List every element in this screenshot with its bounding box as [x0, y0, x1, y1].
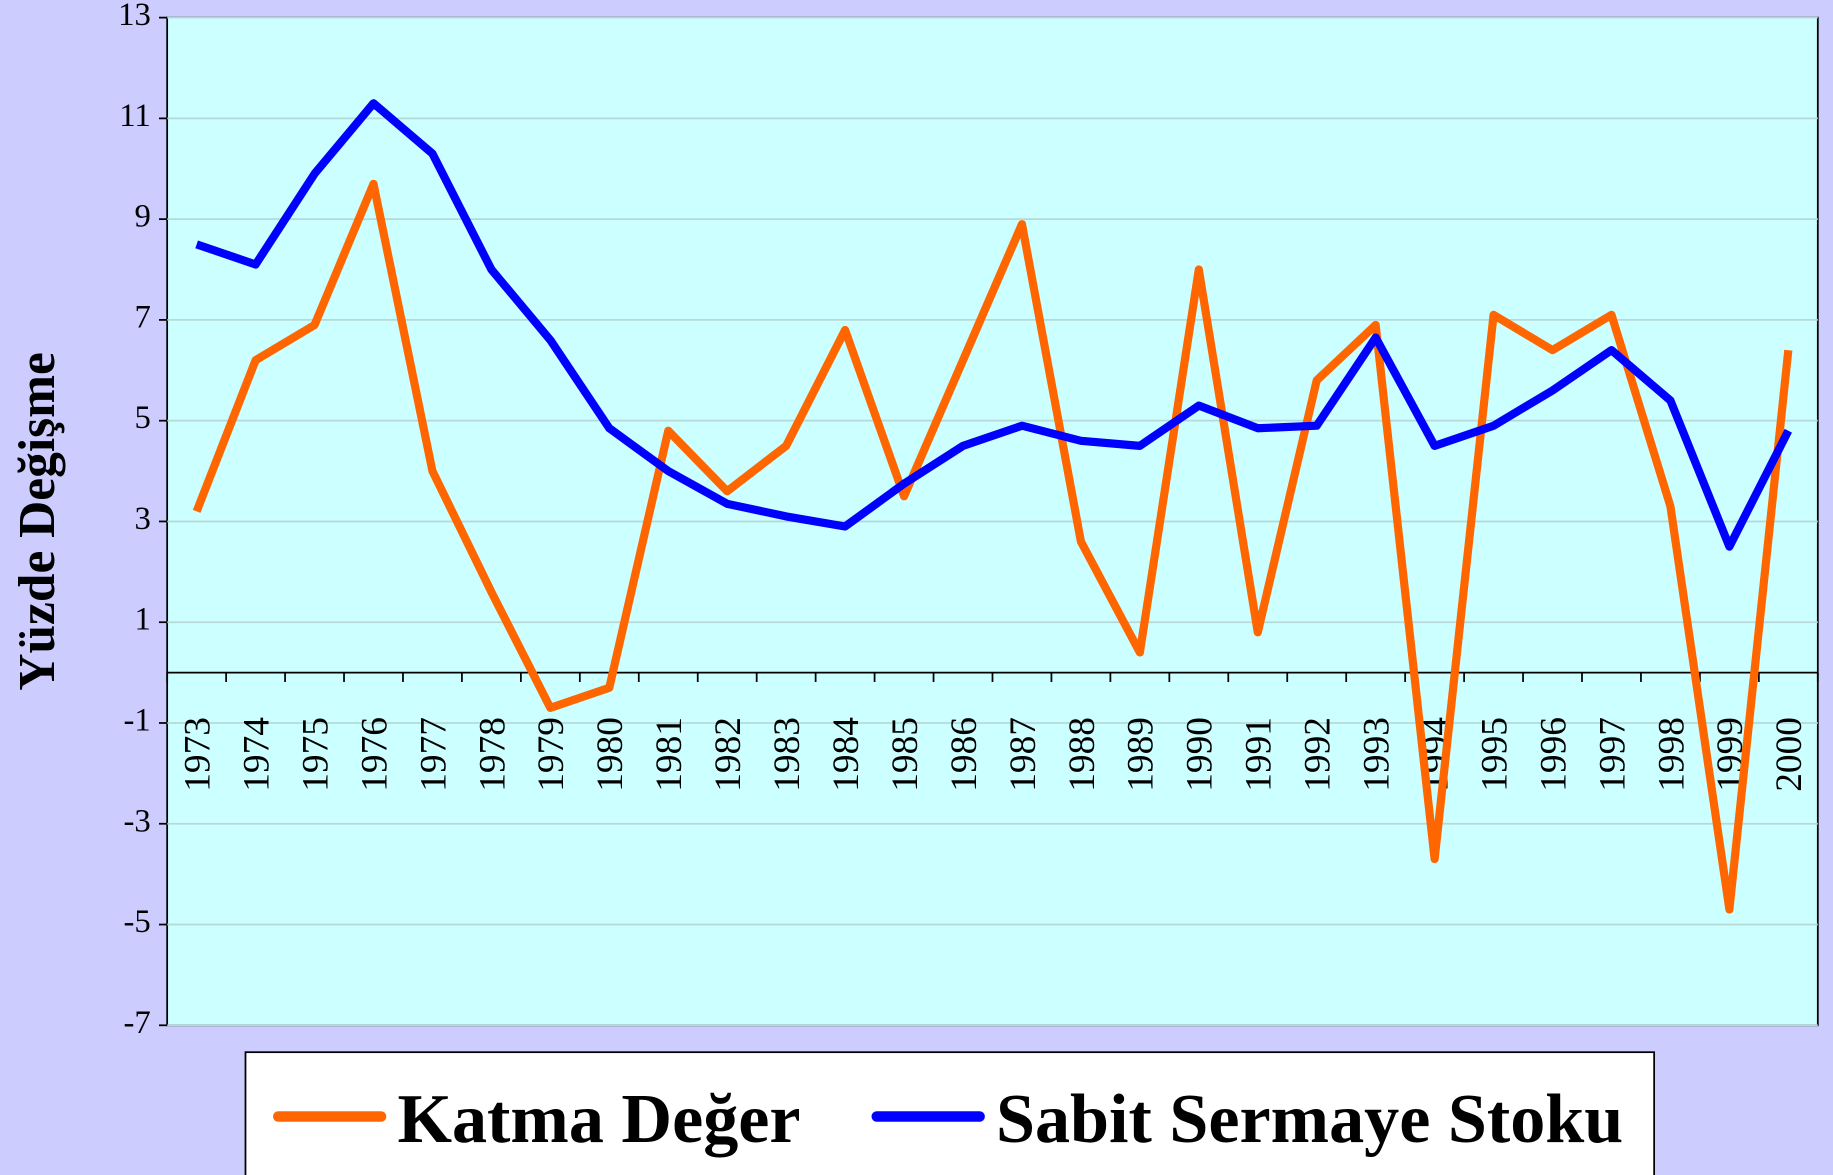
series-line	[195, 99, 1792, 551]
x-tick-label: 2000	[1769, 717, 1810, 792]
x-tick-label: 1993	[1357, 717, 1398, 792]
x-tick-label: 1978	[472, 717, 513, 792]
x-tick-label: 1991	[1239, 717, 1280, 792]
y-tick-label: 13	[118, 0, 151, 33]
x-tick-label: 1998	[1651, 717, 1692, 792]
series-line	[192, 179, 1793, 914]
x-tick-label: 1974	[236, 717, 277, 792]
legend-label: Sabit Sermaye Stoku	[996, 1080, 1623, 1158]
y-tick-label: 7	[134, 299, 150, 335]
x-tick-label: 1992	[1298, 717, 1339, 792]
x-tick-label: 1985	[885, 717, 926, 792]
y-tick-label: -1	[124, 703, 151, 739]
x-tick-label: 1979	[531, 717, 572, 792]
x-tick-label: 1983	[767, 717, 808, 792]
x-tick-label: 1977	[413, 717, 454, 792]
y-tick-label: -3	[124, 803, 151, 839]
x-tick-label: 1997	[1592, 717, 1633, 792]
x-tick-label: 1980	[590, 717, 631, 792]
x-tick-label: 1996	[1533, 717, 1574, 792]
y-tick-label: 5	[134, 400, 150, 436]
x-tick-label: 1981	[649, 717, 690, 792]
y-tick-label: 9	[134, 199, 150, 235]
x-tick-label: 1982	[708, 717, 749, 792]
x-tick-label: 1984	[826, 717, 867, 792]
x-tick-label: 1973	[178, 717, 219, 792]
x-tick-label: 1995	[1474, 717, 1515, 792]
x-tick-label: 1976	[354, 717, 395, 792]
y-tick-label: -5	[124, 904, 151, 940]
y-tick-label: 1	[134, 602, 150, 638]
x-tick-label: 1989	[1121, 717, 1162, 792]
x-tick-label: 1986	[944, 717, 985, 792]
y-tick-label: -7	[124, 1005, 151, 1041]
y-axis-label: Yüzde Değişme	[9, 352, 66, 690]
x-tick-label: 1975	[295, 717, 336, 792]
x-tick-label: 1988	[1062, 717, 1103, 792]
x-tick-label: 1990	[1180, 717, 1221, 792]
y-tick-label: 3	[134, 501, 150, 537]
y-tick-label: 11	[119, 98, 151, 134]
legend-label: Katma Değer	[397, 1080, 800, 1158]
x-tick-label: 1987	[1003, 717, 1044, 792]
